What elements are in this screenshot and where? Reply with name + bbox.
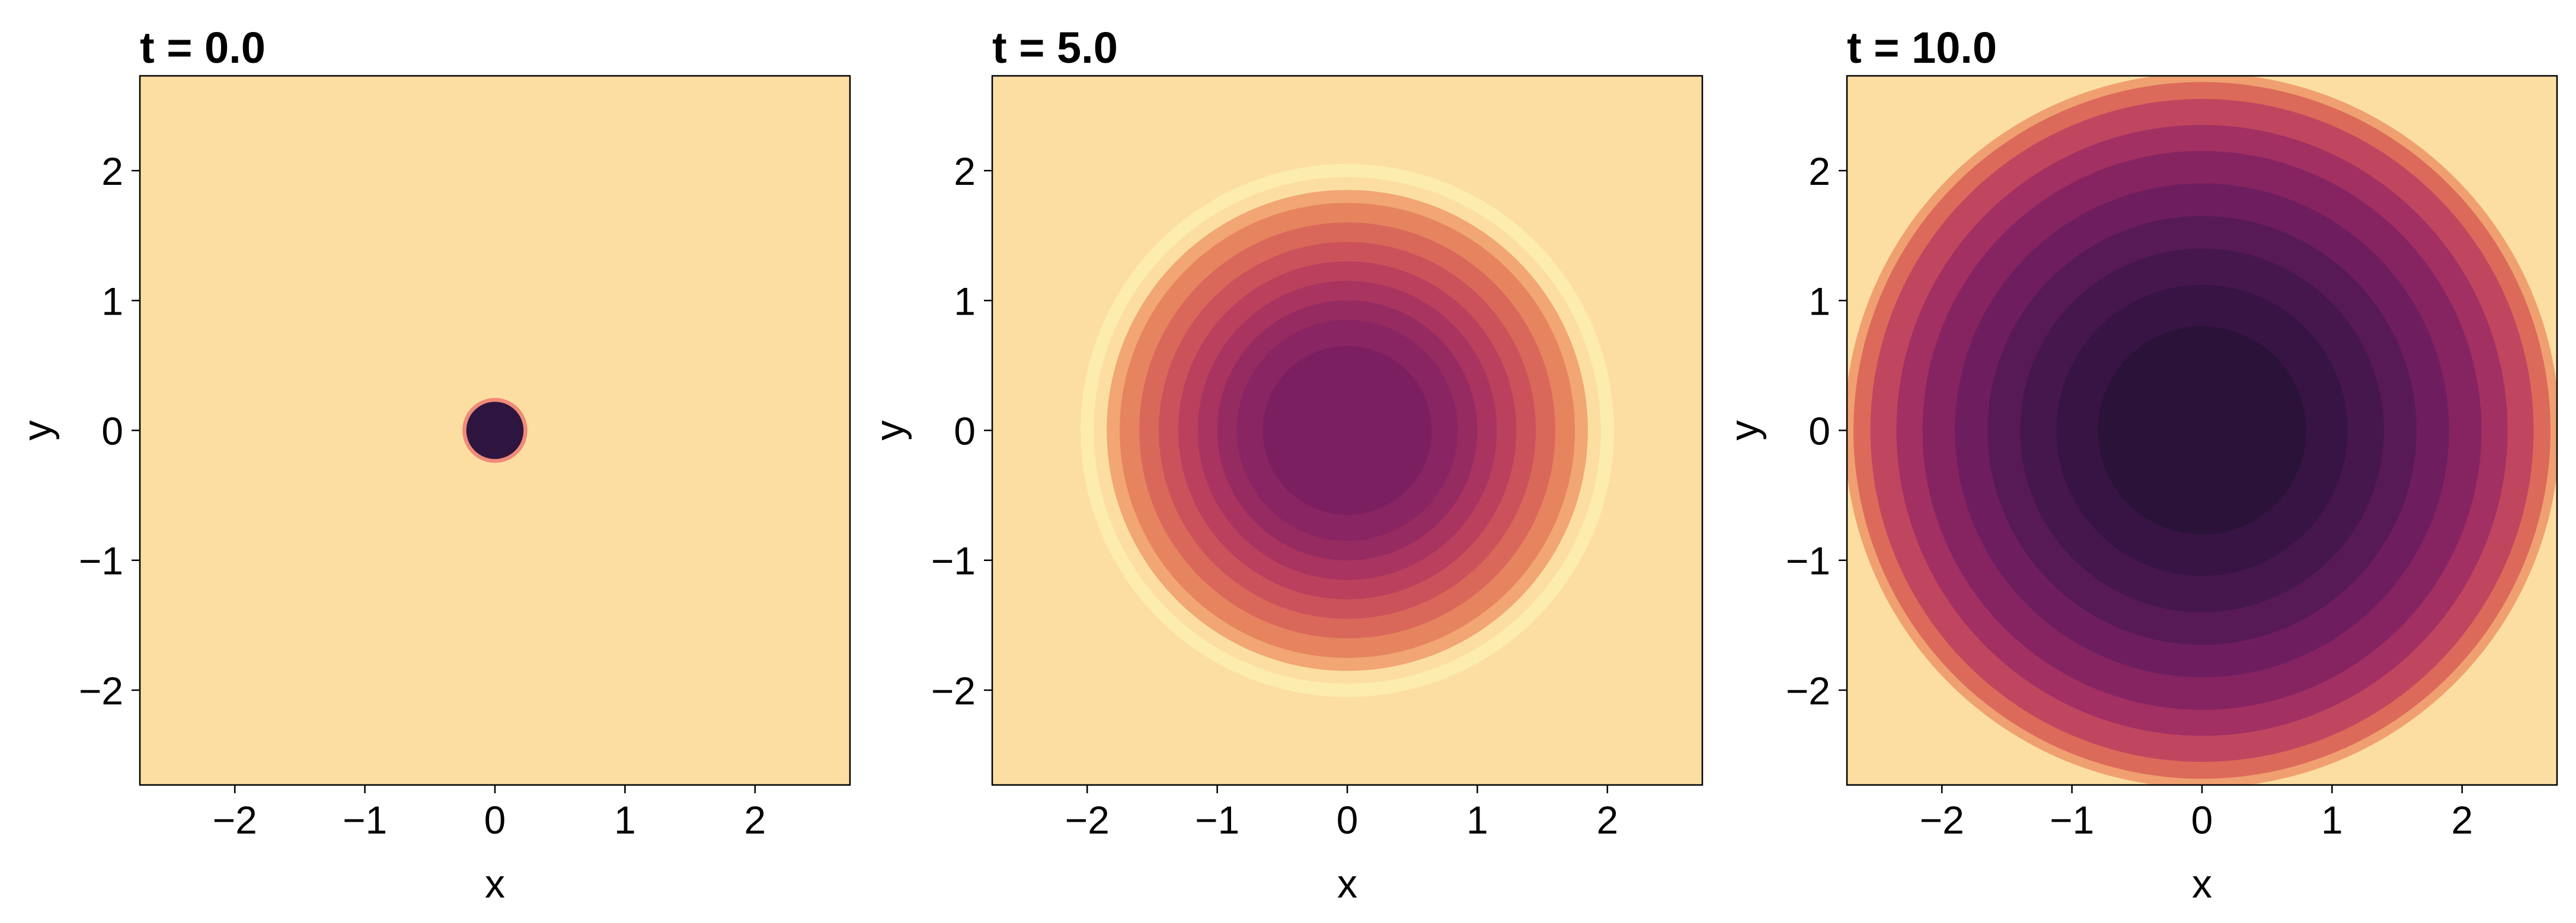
x-tick-label: 1 (614, 798, 636, 842)
panel: −2 −1 0 1 2 −2 −1 0 1 2 t = 0.0 x y (15, 23, 851, 906)
x-tick-label: 1 (2321, 798, 2343, 842)
y-tick-label: −2 (931, 669, 976, 713)
y-tick-label: 2 (1808, 149, 1830, 193)
y-tick-label: −2 (79, 669, 123, 713)
panel-title: t = 5.0 (992, 23, 1118, 72)
x-tick-label: 2 (2451, 798, 2473, 842)
panel: −2 −1 0 1 2 −2 −1 0 1 2 t = 5.0 x y (867, 23, 1704, 906)
x-tick-label: 0 (1337, 798, 1359, 842)
y-tick-label: −1 (931, 539, 976, 583)
y-axis-label: y (15, 421, 60, 441)
y-axis-label: y (1722, 421, 1767, 441)
y-tick-label: −1 (1786, 539, 1830, 583)
x-tick-label: 2 (744, 798, 766, 842)
y-tick-label: −1 (79, 539, 123, 583)
panel: −2 −1 0 1 2 −2 −1 0 1 2 t = 10.0 x y (1722, 23, 2558, 906)
y-tick-label: 2 (954, 149, 976, 193)
x-axis-label: x (2192, 861, 2212, 906)
contour-level (1263, 345, 1432, 515)
x-tick-label: 0 (2191, 798, 2213, 842)
y-tick-label: 0 (1808, 409, 1830, 453)
y-tick-label: 0 (954, 409, 976, 453)
plot-area (992, 76, 1702, 785)
plot-area (140, 76, 850, 785)
y-tick-label: 1 (101, 279, 123, 323)
x-tick-label: 1 (1466, 798, 1488, 842)
plot-area (1847, 76, 2557, 785)
y-tick-label: 1 (954, 279, 976, 323)
y-tick-label: −2 (1786, 669, 1830, 713)
panel-title: t = 10.0 (1847, 23, 1997, 72)
x-tick-label: 2 (1596, 798, 1618, 842)
contour-level (466, 402, 524, 459)
x-tick-label: −1 (343, 798, 387, 842)
x-axis-label: x (1337, 861, 1357, 906)
x-tick-label: −1 (2050, 798, 2094, 842)
y-tick-label: 1 (1808, 279, 1830, 323)
x-tick-label: −2 (213, 798, 257, 842)
x-tick-label: −2 (1920, 798, 1964, 842)
x-tick-label: 0 (484, 798, 506, 842)
y-axis-label: y (867, 421, 912, 441)
x-tick-label: −2 (1065, 798, 1110, 842)
panel-title: t = 0.0 (140, 23, 266, 72)
y-tick-label: 0 (101, 409, 123, 453)
contour-level (2098, 326, 2306, 535)
x-axis-label: x (485, 861, 505, 906)
x-tick-label: −1 (1195, 798, 1239, 842)
y-tick-label: 2 (101, 149, 123, 193)
